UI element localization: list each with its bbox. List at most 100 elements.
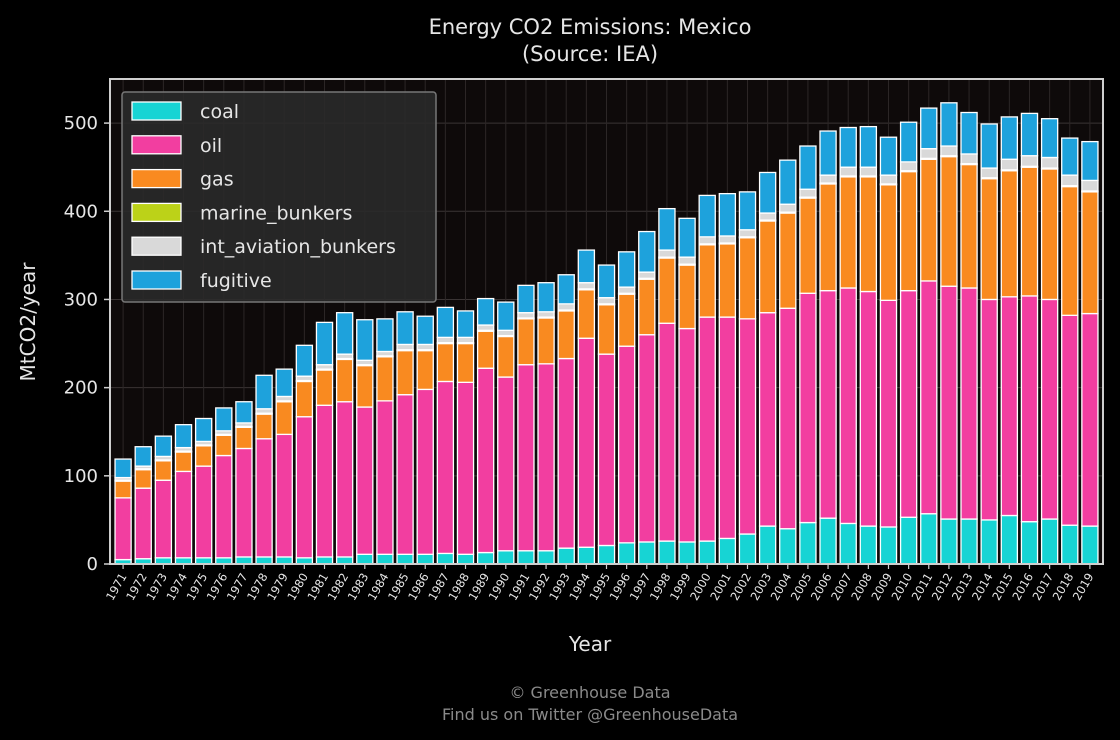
chart-title: Energy CO2 Emissions: Mexico — [429, 15, 752, 39]
bar-fugitive-1973 — [154, 435, 173, 458]
bar-fugitive-1980 — [295, 344, 314, 377]
legend-swatch-coal — [131, 101, 182, 121]
bar-int_aviation_bunkers-1987 — [436, 336, 455, 344]
bar-coal-2019 — [1081, 525, 1099, 565]
bar-fugitive-1990 — [497, 301, 515, 331]
bar-gas-1996 — [617, 293, 636, 347]
bar-oil-1983 — [356, 406, 374, 555]
bar-oil-1972 — [134, 487, 152, 560]
bar-int_aviation_bunkers-1993 — [557, 303, 575, 311]
bar-fugitive-2014 — [980, 123, 998, 169]
legend-box — [121, 91, 437, 303]
bar-fugitive-1992 — [537, 282, 555, 313]
bar-gas-2008 — [859, 176, 878, 293]
bar-gas-1977 — [235, 426, 253, 450]
bar-coal-2009 — [879, 526, 898, 565]
bar-int_aviation_bunkers-1995 — [597, 297, 616, 305]
legend-label-int_aviation_bunkers: int_aviation_bunkers — [200, 236, 396, 258]
bar-oil-1982 — [335, 401, 354, 558]
legend-label-coal: coal — [200, 101, 239, 123]
bar-fugitive-1989 — [476, 297, 495, 326]
bar-int_aviation_bunkers-1980 — [295, 375, 314, 382]
bar-gas-1974 — [174, 451, 193, 473]
bar-gas-2015 — [1000, 170, 1019, 298]
bar-coal-1990 — [497, 550, 515, 565]
y-tick-label: 400 — [64, 201, 98, 222]
bar-int_aviation_bunkers-1981 — [315, 364, 334, 370]
bar-int_aviation_bunkers-2016 — [1020, 155, 1039, 167]
bar-fugitive-2010 — [899, 121, 918, 163]
bar-coal-2016 — [1020, 521, 1039, 565]
bar-int_aviation_bunkers-2005 — [799, 188, 817, 198]
bar-int_aviation_bunkers-2006 — [819, 174, 837, 184]
bar-int_aviation_bunkers-1988 — [456, 336, 475, 344]
bar-oil-1990 — [497, 376, 515, 552]
bar-oil-1998 — [658, 322, 676, 542]
bar-coal-1981 — [315, 556, 334, 565]
bar-gas-1987 — [436, 342, 455, 383]
bar-oil-1973 — [154, 479, 173, 559]
bars — [114, 102, 1099, 565]
bar-coal-1997 — [638, 541, 656, 565]
bar-gas-1983 — [356, 364, 374, 408]
legend: coal oil gas marine_bunkers int_aviation_bun… — [121, 91, 437, 303]
bar-int_aviation_bunkers-2017 — [1040, 156, 1059, 169]
bar-fugitive-2007 — [839, 126, 857, 168]
bar-fugitive-1975 — [194, 417, 213, 443]
bar-gas-1991 — [517, 318, 535, 366]
bar-int_aviation_bunkers-1994 — [577, 282, 596, 290]
bar-gas-1981 — [315, 369, 334, 406]
bar-int_aviation_bunkers-2009 — [879, 174, 898, 185]
bar-coal-1994 — [577, 546, 596, 565]
bar-coal-1989 — [476, 551, 495, 565]
bar-int_aviation_bunkers-2012 — [940, 145, 958, 157]
legend-swatch-fugitive — [131, 270, 182, 290]
bar-oil-1977 — [235, 447, 253, 558]
bar-gas-2012 — [940, 155, 958, 287]
bar-gas-1992 — [537, 317, 555, 365]
legend-swatch-oil — [131, 135, 182, 155]
bar-int_aviation_bunkers-1982 — [335, 353, 354, 360]
bar-gas-1989 — [476, 330, 495, 369]
bar-fugitive-1993 — [557, 274, 575, 305]
bar-coal-1993 — [557, 547, 575, 565]
bar-oil-1994 — [577, 337, 596, 548]
bar-oil-2016 — [1020, 295, 1039, 523]
bar-gas-2000 — [698, 244, 716, 318]
bar-fugitive-2015 — [1000, 116, 1019, 160]
bar-int_aviation_bunkers-1986 — [416, 343, 434, 351]
legend-swatch-int_aviation_bunkers — [131, 236, 182, 256]
bar-oil-2002 — [738, 318, 757, 535]
bar-oil-1996 — [617, 345, 636, 544]
bar-int_aviation_bunkers-2000 — [698, 236, 716, 245]
bar-int_aviation_bunkers-2019 — [1081, 179, 1099, 192]
bar-coal-1978 — [255, 556, 273, 565]
bar-int_aviation_bunkers-1999 — [678, 256, 696, 265]
bar-oil-2008 — [859, 290, 878, 527]
bar-gas-1993 — [557, 310, 575, 360]
bar-coal-2003 — [758, 525, 777, 565]
bar-int_aviation_bunkers-1984 — [376, 350, 394, 357]
bar-coal-1995 — [597, 544, 616, 565]
bar-fugitive-2004 — [779, 159, 797, 205]
bar-int_aviation_bunkers-2010 — [899, 161, 918, 172]
bar-int_aviation_bunkers-2002 — [738, 229, 757, 238]
bar-gas-1998 — [658, 257, 676, 324]
bar-fugitive-1988 — [456, 310, 475, 339]
bar-fugitive-1972 — [134, 446, 152, 467]
bar-fugitive-1995 — [597, 264, 616, 299]
bar-int_aviation_bunkers-1996 — [617, 286, 636, 294]
bar-oil-1986 — [416, 388, 434, 555]
bar-oil-1999 — [678, 327, 696, 543]
bar-int_aviation_bunkers-2018 — [1061, 174, 1079, 187]
bar-fugitive-1999 — [678, 217, 696, 258]
bar-gas-1984 — [376, 356, 394, 402]
bar-fugitive-2000 — [698, 194, 716, 238]
bar-gas-1986 — [416, 349, 434, 391]
bar-gas-2007 — [839, 176, 857, 289]
bar-gas-1975 — [194, 445, 213, 467]
bar-fugitive-2006 — [819, 130, 837, 176]
bar-gas-2013 — [960, 163, 978, 289]
bar-oil-1980 — [295, 416, 314, 559]
